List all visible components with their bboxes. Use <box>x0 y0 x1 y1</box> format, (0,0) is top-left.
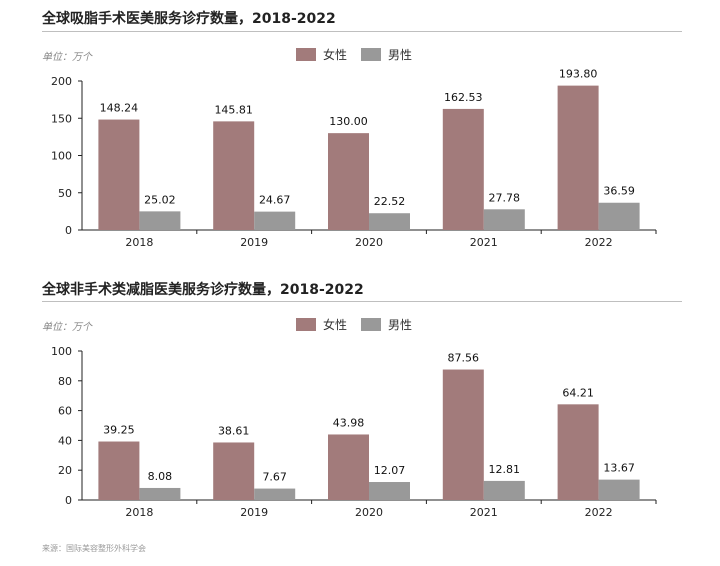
y-tick-label: 0 <box>65 224 72 237</box>
unit-label: 单位：万个 <box>42 51 93 63</box>
y-tick-label: 40 <box>58 434 72 447</box>
data-label-male: 25.02 <box>144 193 176 206</box>
y-tick-label: 80 <box>58 375 72 388</box>
bar-male <box>369 213 410 230</box>
legend-label-male: 男性 <box>388 318 412 332</box>
chart2-nonsurgical-bar-chart: 单位：万个 女性 男性 0 20 40 60 80 100 2018 39.25 8.08 2019 38… <box>42 317 657 518</box>
bar-male <box>598 479 640 500</box>
legend-swatch-male <box>361 48 381 61</box>
data-label-female: 145.81 <box>214 103 253 116</box>
bar-female <box>557 85 599 230</box>
bar-female <box>98 441 140 500</box>
chart1-title-rule <box>42 31 682 32</box>
data-label-male: 7.67 <box>262 471 287 484</box>
data-label-female: 38.61 <box>218 424 250 437</box>
data-label-female: 162.53 <box>444 91 483 104</box>
bar-male <box>598 202 640 230</box>
y-tick-label: 20 <box>58 464 72 477</box>
data-label-female: 193.80 <box>559 68 598 81</box>
data-label-male: 13.67 <box>603 462 635 475</box>
data-label-male: 12.81 <box>489 463 521 476</box>
x-tick-label: 2021 <box>470 236 498 248</box>
chart1-title: 全球吸脂手术医美服务诊疗数量，2018-2022 <box>42 11 336 27</box>
legend-swatch-female <box>296 48 316 61</box>
bar-male <box>139 487 181 500</box>
bar-male <box>483 209 525 230</box>
data-label-female: 87.56 <box>448 352 480 365</box>
legend-label-female: 女性 <box>323 47 347 62</box>
x-tick-label: 2021 <box>470 506 498 518</box>
bar-male <box>483 480 525 500</box>
x-tick-label: 2019 <box>240 506 268 518</box>
unit-label: 单位：万个 <box>42 321 93 333</box>
data-label-female: 64.21 <box>562 386 594 399</box>
bar-female <box>98 119 140 230</box>
bar-female <box>328 133 369 230</box>
chart2-title: 全球非手术类减脂医美服务诊疗数量，2018-2022 <box>42 282 364 298</box>
x-tick-label: 2018 <box>125 236 153 248</box>
x-tick-label: 2020 <box>355 506 383 518</box>
data-label-female: 148.24 <box>100 102 139 115</box>
bar-female <box>442 108 484 230</box>
bar-female <box>557 404 599 500</box>
x-tick-label: 2022 <box>585 236 613 248</box>
data-label-male: 22.52 <box>374 195 406 208</box>
y-tick-label: 100 <box>51 150 72 163</box>
legend-label-female: 女性 <box>323 317 347 332</box>
data-label-male: 24.67 <box>259 194 291 207</box>
legend-label-male: 男性 <box>388 48 412 62</box>
bar-female <box>328 434 369 500</box>
y-tick-label: 150 <box>51 112 72 125</box>
bar-male <box>369 482 410 500</box>
legend-swatch-male <box>361 318 381 331</box>
y-tick-label: 100 <box>51 345 72 358</box>
y-tick-label: 200 <box>51 75 72 88</box>
x-tick-label: 2022 <box>585 506 613 518</box>
legend-swatch-female <box>296 318 316 331</box>
data-label-male: 27.78 <box>489 191 521 204</box>
data-label-male: 12.07 <box>374 464 406 477</box>
bar-female <box>213 121 255 230</box>
chart1-liposuction-bar-chart: 单位：万个 女性 男性 0 50 100 150 200 2018 148.24 25.02 2019… <box>42 47 657 248</box>
bar-male <box>254 211 296 230</box>
chart2-title-rule <box>42 301 682 302</box>
bar-female <box>213 442 255 500</box>
bar-male <box>254 488 296 500</box>
data-label-female: 130.00 <box>329 115 368 128</box>
data-label-female: 39.25 <box>103 424 135 437</box>
bar-female <box>442 369 484 500</box>
source-note: 来源：国际美容整形外科学会 <box>42 544 146 553</box>
data-label-female: 43.98 <box>333 416 365 429</box>
x-tick-label: 2019 <box>240 236 268 248</box>
data-label-male: 8.08 <box>148 470 173 483</box>
x-tick-label: 2018 <box>125 506 153 518</box>
y-tick-label: 0 <box>65 494 72 507</box>
y-tick-label: 60 <box>58 405 72 418</box>
y-tick-label: 50 <box>58 187 72 200</box>
x-tick-label: 2020 <box>355 236 383 248</box>
bar-male <box>139 211 181 230</box>
data-label-male: 36.59 <box>603 185 635 198</box>
